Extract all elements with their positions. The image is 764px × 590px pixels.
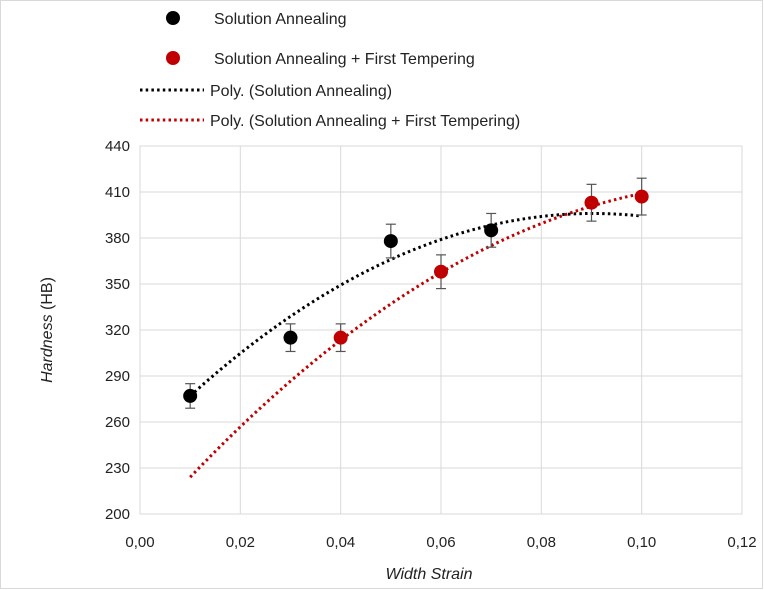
data-points: [183, 189, 649, 403]
grid-lines: [139, 145, 743, 515]
legend-item-poly-first-tempering: Poly. (Solution Annealing + First Temper…: [140, 113, 520, 130]
y-axis-title: Hardness (HB): [39, 277, 56, 383]
axes: 200 230 260 290 320 350 380 410 440 0,00 0,02 0,04 0…: [105, 138, 757, 551]
legend-marker: [166, 51, 180, 65]
x-tick-label: 0,02: [226, 534, 255, 551]
point-solution-annealing: [383, 234, 398, 249]
legend-marker: [166, 11, 180, 25]
x-tick-label: 0,08: [527, 534, 556, 551]
point-solution-annealing: [183, 388, 198, 403]
y-tick-label: 260: [105, 414, 130, 431]
y-tick-label: 200: [105, 506, 130, 523]
legend-item-first-tempering: Solution Annealing + First Tempering: [166, 51, 475, 68]
y-tick-label: 350: [105, 276, 130, 293]
point-solution-annealing: [283, 330, 298, 345]
y-axis-title-unit: (HB): [39, 277, 56, 314]
y-tick-label: 290: [105, 368, 130, 385]
x-axis-title: Width Strain: [386, 566, 473, 583]
error-bars: [185, 177, 647, 409]
legend-item-solution-annealing: Solution Annealing: [166, 11, 347, 28]
point-first-tempering: [584, 195, 599, 210]
legend-item-poly-solution-annealing: Poly. (Solution Annealing): [140, 83, 392, 100]
x-tick-label: 0,10: [627, 534, 656, 551]
y-tick-label: 230: [105, 460, 130, 477]
trendline-solution-annealing: [189, 211, 642, 398]
point-first-tempering: [634, 189, 649, 204]
legend-label: Solution Annealing: [214, 11, 347, 28]
point-first-tempering: [434, 264, 448, 279]
legend: Solution Annealing Solution Annealing + F…: [140, 11, 520, 130]
trendlines: [189, 192, 642, 479]
legend-label: Poly. (Solution Annealing): [210, 83, 392, 100]
y-axis-title-main: Hardness: [39, 314, 56, 382]
y-tick-label: 380: [105, 230, 130, 247]
x-tick-label: 0,04: [326, 534, 355, 551]
x-tick-label: 0,06: [426, 534, 455, 551]
trendline-first-tempering: [189, 192, 642, 479]
y-tick-label: 410: [105, 184, 130, 201]
plot-area-border: [139, 145, 743, 515]
point-first-tempering: [333, 330, 348, 345]
point-solution-annealing: [484, 223, 499, 238]
legend-label: Poly. (Solution Annealing + First Temper…: [210, 113, 520, 130]
y-tick-label: 320: [105, 322, 130, 339]
legend-label: Solution Annealing + First Tempering: [214, 51, 475, 68]
x-tick-label: 0,00: [125, 534, 154, 551]
y-tick-label: 440: [105, 138, 130, 155]
x-tick-label: 0,12: [727, 534, 756, 551]
